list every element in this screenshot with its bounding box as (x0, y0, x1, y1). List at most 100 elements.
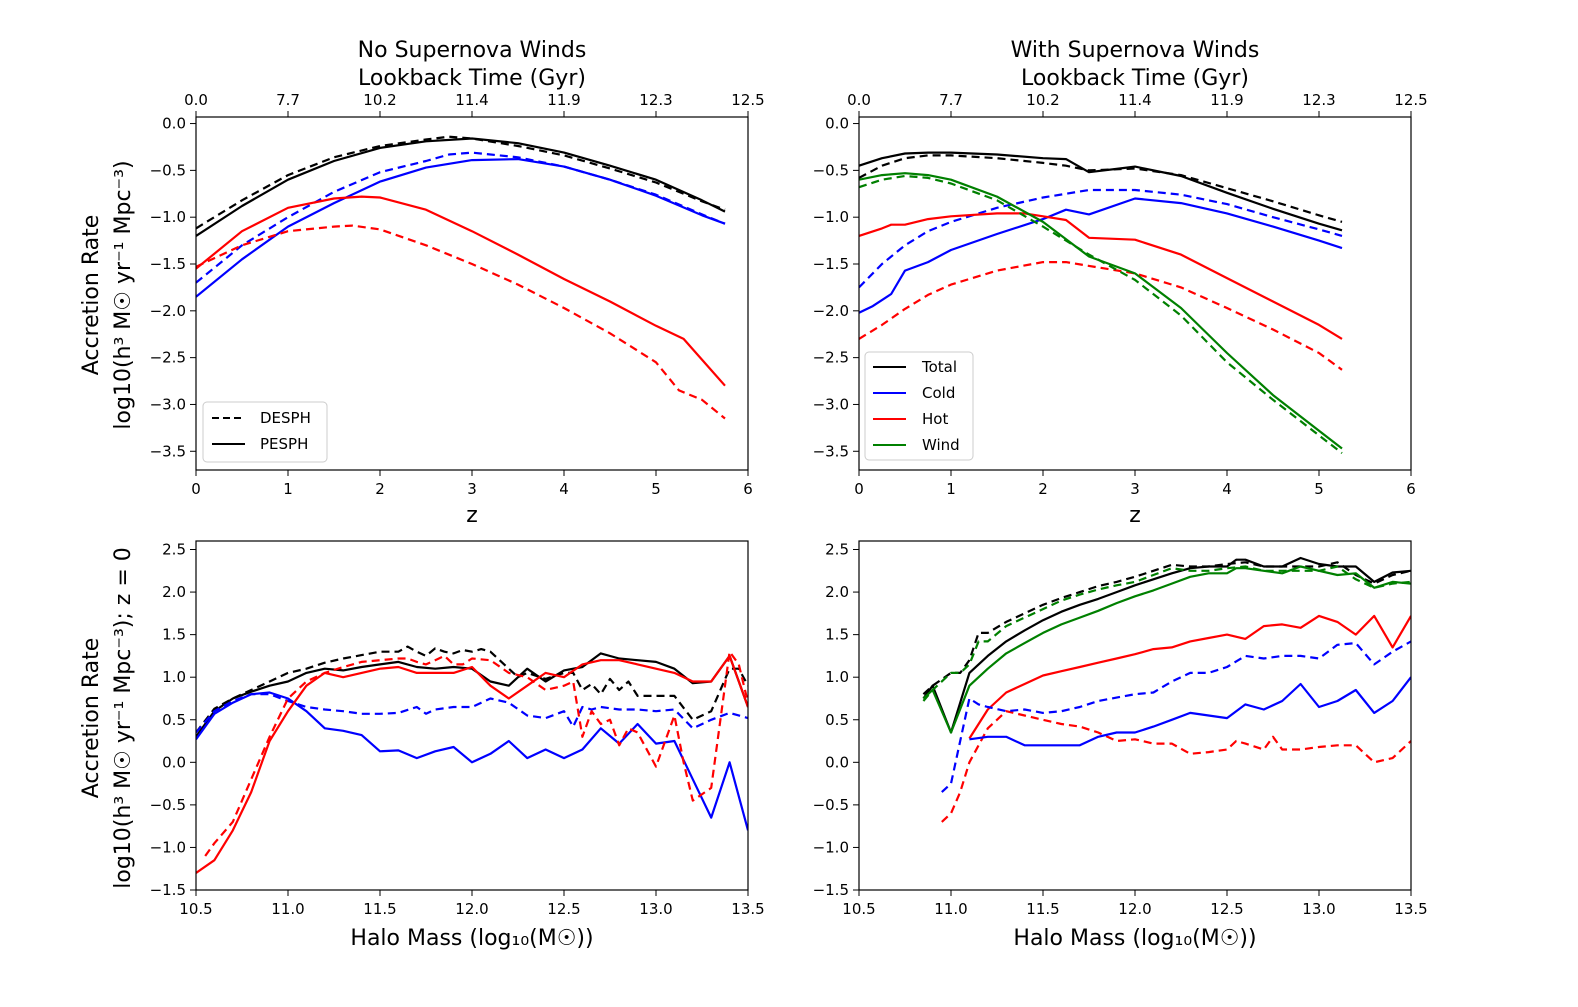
legend-label-pesph: PESPH (260, 435, 308, 453)
series-cold-desph (941, 640, 1411, 793)
series-total-pesph (196, 137, 726, 237)
y-tick-label: −0.5 (813, 796, 849, 814)
legend-component: Total Cold Hot Wind (864, 351, 974, 461)
x-tick-label: 12.0 (455, 900, 488, 918)
y-tick-label: −2.5 (150, 349, 186, 367)
y-axis-label-bottom-2: log10(h³ M☉ yr⁻¹ Mpc⁻³); z = 0 (111, 547, 136, 888)
legend-label-wind: Wind (922, 436, 960, 454)
y-tick-label: 1.0 (825, 668, 849, 686)
y-tick-label: −2.5 (813, 349, 849, 367)
y-tick-label: 0.0 (825, 115, 849, 133)
series-total-pesph (859, 151, 1343, 232)
top-tick-label: 12.3 (1302, 91, 1335, 109)
y-tick-label: −3.5 (150, 442, 186, 460)
series-total-pesph (922, 556, 1411, 734)
top-tick-label: 10.2 (363, 91, 396, 109)
legend-frame (864, 351, 974, 461)
x-tick-label: 0 (854, 480, 864, 498)
series-wind-pesph (922, 565, 1411, 734)
y-tick-label: −1.0 (150, 208, 186, 226)
top-axis-label-right: Lookback Time (Gyr) (1021, 66, 1249, 91)
x-tick-label: 13.5 (1394, 900, 1427, 918)
x-axis-label-top-right: z (1129, 503, 1141, 528)
legend-method: DESPH PESPH (202, 401, 328, 463)
top-tick-label: 11.4 (1118, 91, 1151, 109)
series-cold-pesph (859, 197, 1343, 314)
series-hot-desph (941, 710, 1411, 823)
y-tick-label: 2.0 (162, 583, 186, 601)
series-wind-pesph (859, 172, 1343, 450)
x-axis-label-top-left: z (466, 503, 478, 528)
y-tick-label: 2.0 (825, 583, 849, 601)
legend-label-desph: DESPH (260, 409, 311, 427)
x-tick-label: 11.0 (934, 900, 967, 918)
series-cold-desph (196, 693, 748, 734)
series-cold-pesph (196, 158, 726, 298)
x-tick-label: 11.5 (1026, 900, 1059, 918)
top-tick-label: 12.5 (731, 91, 764, 109)
y-tick-label: −3.0 (150, 395, 186, 413)
y-tick-label: −3.0 (813, 395, 849, 413)
x-tick-label: 2 (1038, 480, 1048, 498)
y-tick-label: 1.0 (162, 668, 186, 686)
y-tick-label: 0.0 (162, 115, 186, 133)
series-hot-pesph (196, 654, 748, 874)
x-tick-label: 6 (1406, 480, 1416, 498)
panel-winds-vs-halo-mass: 10.5 11.0 11.5 12.0 12.5 13.0 13.5 −1.5 −1.0 −0.5… (813, 540, 1428, 918)
series-wind-desph (922, 565, 1411, 702)
series-hot-pesph (859, 212, 1343, 340)
top-tick-label: 0.0 (847, 91, 871, 109)
y-tick-label: −1.5 (150, 255, 186, 273)
x-tick-label: 11.5 (363, 900, 396, 918)
y-tick-label: −2.0 (813, 302, 849, 320)
y-tick-label: −1.5 (813, 255, 849, 273)
series-hot-desph (196, 224, 726, 420)
legend-label-total: Total (921, 358, 957, 376)
y-tick-label: −1.0 (813, 838, 849, 856)
series-hot-pesph (196, 195, 726, 387)
x-tick-label: 13.0 (1302, 900, 1335, 918)
x-axis-label-bottom-right: Halo Mass (log₁₀(M☉)) (1013, 926, 1256, 951)
plot-frame (858, 540, 1412, 891)
top-tick-label: 7.7 (276, 91, 300, 109)
x-tick-label: 0 (191, 480, 201, 498)
y-tick-label: −0.5 (150, 161, 186, 179)
top-tick-label: 11.4 (455, 91, 488, 109)
top-tick-label: 7.7 (939, 91, 963, 109)
y-tick-label: −1.5 (150, 881, 186, 899)
series-total-desph (922, 561, 1411, 696)
y-tick-label: −1.5 (813, 881, 849, 899)
x-tick-label: 5 (651, 480, 661, 498)
y-tick-label: −1.0 (813, 208, 849, 226)
y-tick-label: 1.5 (825, 626, 849, 644)
x-tick-label: 13.0 (639, 900, 672, 918)
x-tick-label: 1 (283, 480, 293, 498)
panel-winds-vs-z: 0 1 2 3 4 5 6 −3.5 −3.0 −2.5 −2.0 −1.5 −1.0 −0.5 0.0 0.… (813, 91, 1428, 498)
y-tick-label: 0.5 (162, 711, 186, 729)
series-hot-pesph (968, 614, 1411, 740)
y-tick-label: 1.5 (162, 626, 186, 644)
x-tick-label: 12.0 (1118, 900, 1151, 918)
panel-title-left: No Supernova Winds (358, 38, 587, 63)
x-tick-label: 6 (743, 480, 753, 498)
panel-no-winds-vs-z: 0 1 2 3 4 5 6 −3.5 −3.0 −2.5 −2.0 −1.5 −1.0 −0.5 0.0 0.… (150, 91, 765, 498)
x-tick-label: 13.5 (731, 900, 764, 918)
x-tick-label: 2 (375, 480, 385, 498)
series-total-pesph (196, 652, 748, 738)
series-cold-pesph (969, 676, 1411, 747)
x-tick-label: 12.5 (1210, 900, 1243, 918)
series-cold-desph (196, 151, 726, 284)
x-tick-label: 4 (1222, 480, 1232, 498)
y-axis-label-top-2: log10(h³ M☉ yr⁻¹ Mpc⁻³) (111, 160, 136, 429)
x-tick-label: 4 (559, 480, 569, 498)
y-tick-label: 2.5 (162, 541, 186, 559)
series-wind-desph (859, 174, 1343, 454)
y-axis-label-bottom-1: Accretion Rate (79, 638, 104, 799)
series-cold-pesph (196, 691, 748, 831)
y-tick-label: 0.5 (825, 711, 849, 729)
x-tick-label: 10.5 (842, 900, 875, 918)
top-tick-label: 10.2 (1026, 91, 1059, 109)
top-tick-label: 11.9 (1210, 91, 1243, 109)
x-tick-label: 11.0 (271, 900, 304, 918)
y-tick-label: 0.0 (162, 753, 186, 771)
